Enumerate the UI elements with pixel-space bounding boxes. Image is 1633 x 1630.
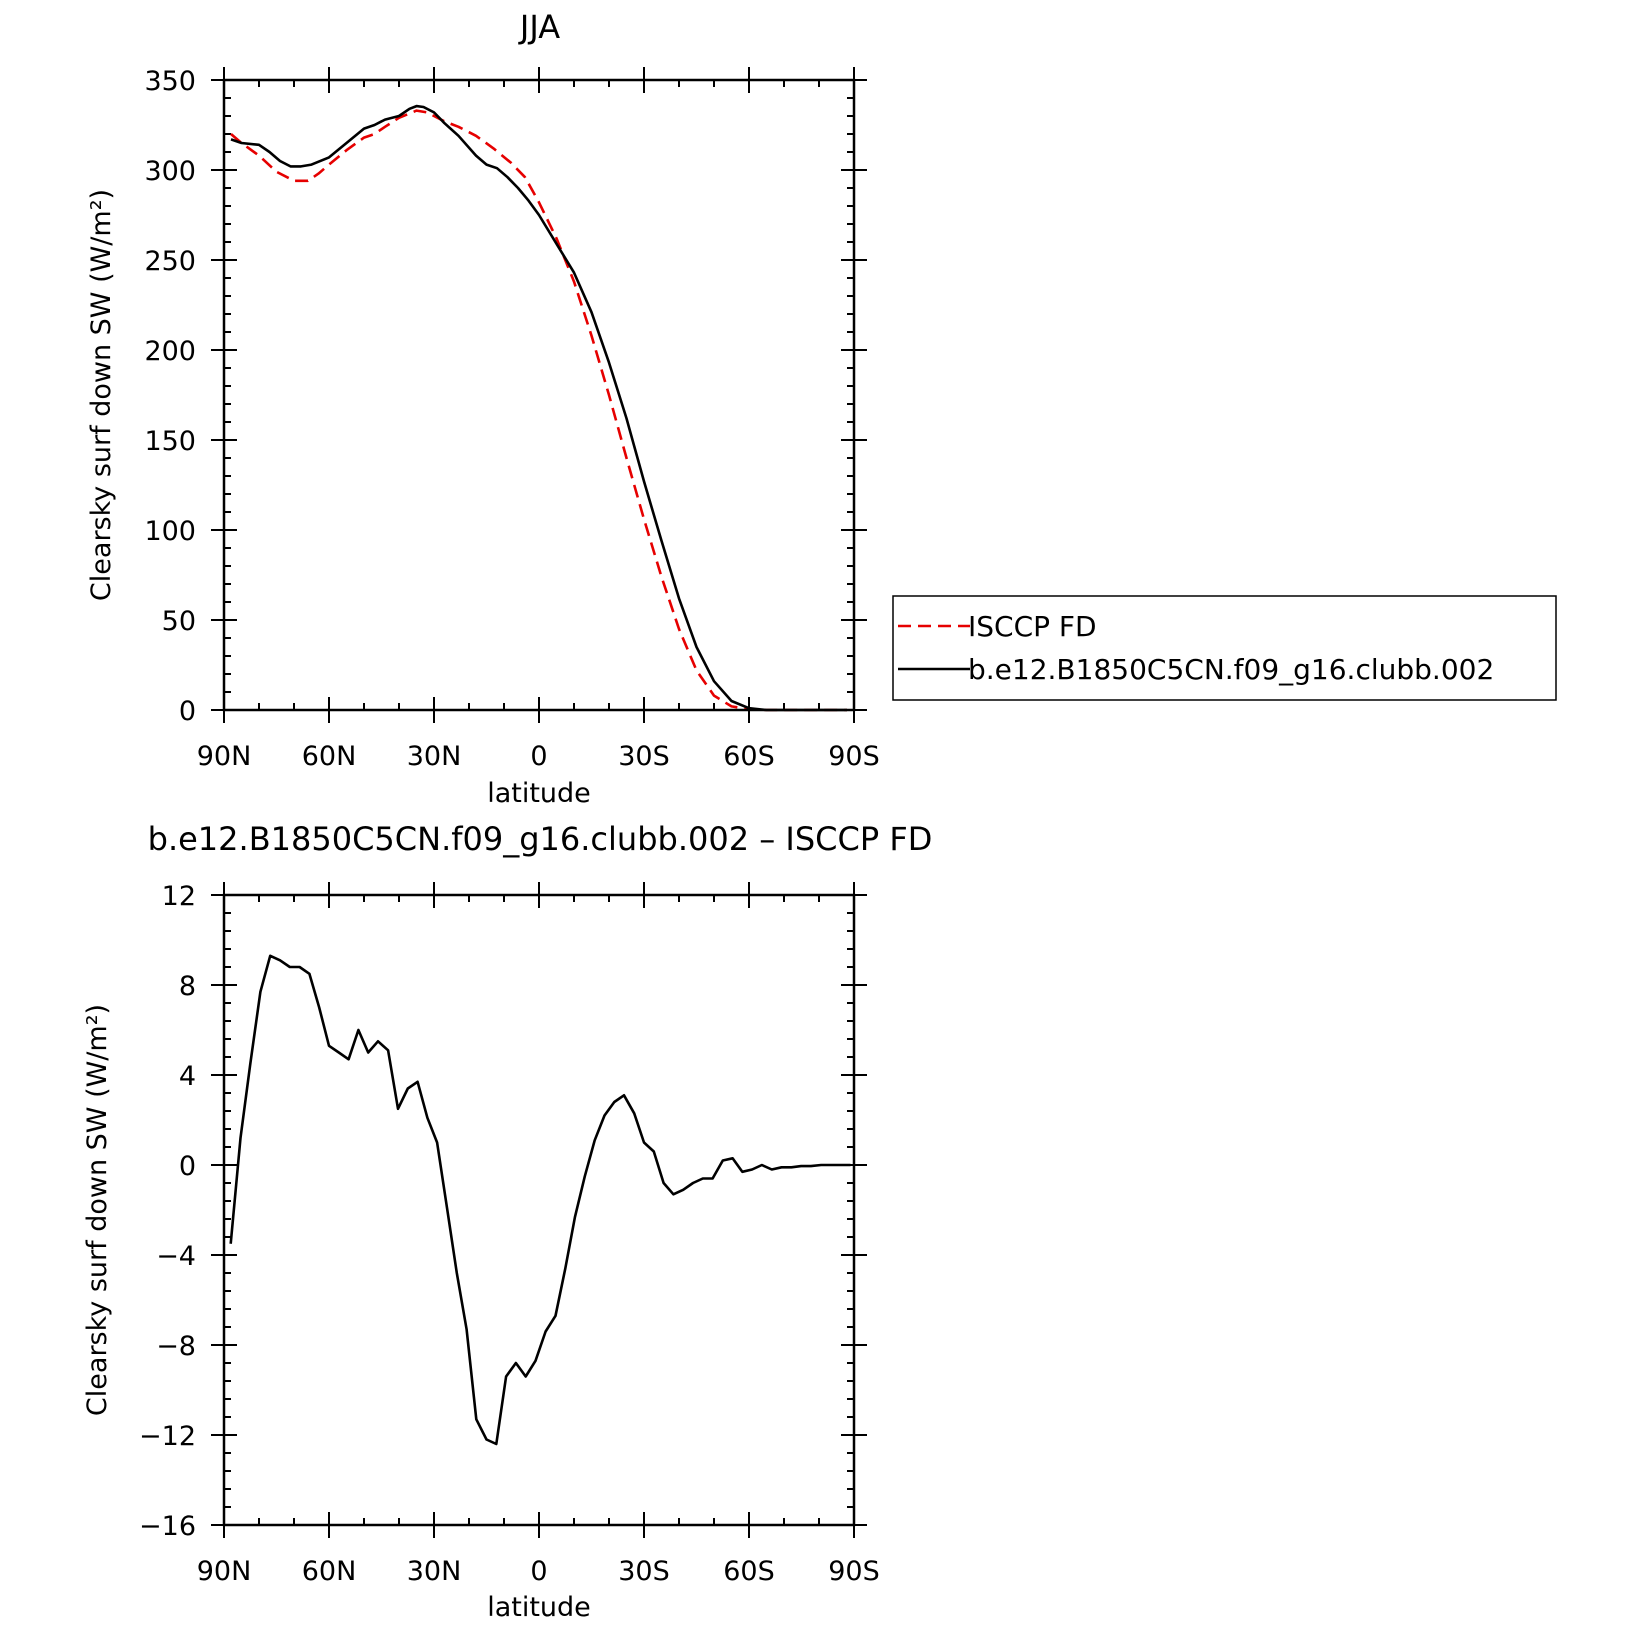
bottom-xtick-label: 30S [618, 1556, 670, 1587]
bottom-ytick-labels: −16 −12 −8 −4 0 4 8 12 [139, 881, 196, 1542]
top-panel: JJA 0 50 100 150 200 250 300 350 90N 60N 30N 0 30S 6… [86, 8, 880, 809]
bottom-xtick-label: 30N [407, 1556, 462, 1587]
top-series-line-isccp-fd [230, 109, 847, 712]
bottom-ytick-label: 0 [179, 1151, 196, 1182]
top-ytick-label: 300 [144, 156, 196, 187]
bottom-ytick-label: −12 [139, 1421, 196, 1452]
legend-box [892, 595, 1557, 701]
top-ytick-labels: 0 50 100 150 200 250 300 350 [144, 66, 196, 727]
top-ytick-label: 250 [144, 246, 196, 277]
top-ytick-label: 150 [144, 426, 196, 457]
bottom-chart-title: b.e12.B1850C5CN.f09_g16.clubb.002 – ISCC… [148, 820, 933, 858]
top-xtick-label: 90S [828, 741, 880, 772]
bottom-ytick-label: −8 [156, 1331, 196, 1362]
bottom-xtick-label: 90N [197, 1556, 252, 1587]
top-xtick-label: 90N [197, 741, 252, 772]
top-series-lines [230, 104, 847, 712]
bottom-y-axis-label: Clearsky surf down SW (W/m²) [82, 1004, 113, 1416]
bottom-ytick-label: −4 [156, 1241, 196, 1272]
legend: ISCCP FD b.e12.B1850C5CN.f09_g16.clubb.0… [892, 595, 1557, 701]
bottom-xtick-label: 60N [302, 1556, 357, 1587]
top-y-axis-label: Clearsky surf down SW (W/m²) [86, 189, 117, 601]
top-xtick-label: 0 [530, 741, 547, 772]
bottom-xtick-label: 0 [530, 1556, 547, 1587]
bottom-series-line-difference [229, 954, 851, 1446]
bottom-plot-frame [222, 893, 856, 1527]
top-ytick-label: 50 [162, 606, 196, 637]
bottom-xtick-labels: 90N 60N 30N 0 30S 60S 90S [197, 1556, 880, 1587]
bottom-xtick-label: 60S [723, 1556, 775, 1587]
bottom-x-axis-label: latitude [487, 1592, 591, 1623]
bottom-ytick-label: −16 [139, 1511, 196, 1542]
top-xtick-labels: 90N 60N 30N 0 30S 60S 90S [197, 741, 880, 772]
top-chart-title: JJA [518, 8, 560, 46]
top-xtick-label: 30N [407, 741, 462, 772]
legend-label-model: b.e12.B1850C5CN.f09_g16.clubb.002 [968, 653, 1494, 686]
bottom-ytick-label: 4 [179, 1061, 196, 1092]
bottom-xtick-label: 90S [828, 1556, 880, 1587]
top-xtick-label: 60N [302, 741, 357, 772]
bottom-panel: b.e12.B1850C5CN.f09_g16.clubb.002 – ISCC… [82, 820, 932, 1623]
top-xtick-label: 30S [618, 741, 670, 772]
top-plot-frame [222, 78, 856, 712]
bottom-series-lines [229, 954, 851, 1446]
top-ytick-label: 100 [144, 516, 196, 547]
bottom-ytick-label: 8 [179, 971, 196, 1002]
top-x-axis-label: latitude [487, 778, 591, 809]
top-series-line-b-e12-b1850c5cn-f09-g16-clubb-002 [230, 104, 847, 712]
legend-label-isccp: ISCCP FD [968, 610, 1097, 643]
bottom-ytick-label: 12 [162, 881, 196, 912]
top-ytick-label: 0 [179, 696, 196, 727]
top-ytick-label: 200 [144, 336, 196, 367]
bottom-ticks [211, 882, 867, 1538]
top-ytick-label: 350 [144, 66, 196, 97]
top-xtick-label: 60S [723, 741, 775, 772]
